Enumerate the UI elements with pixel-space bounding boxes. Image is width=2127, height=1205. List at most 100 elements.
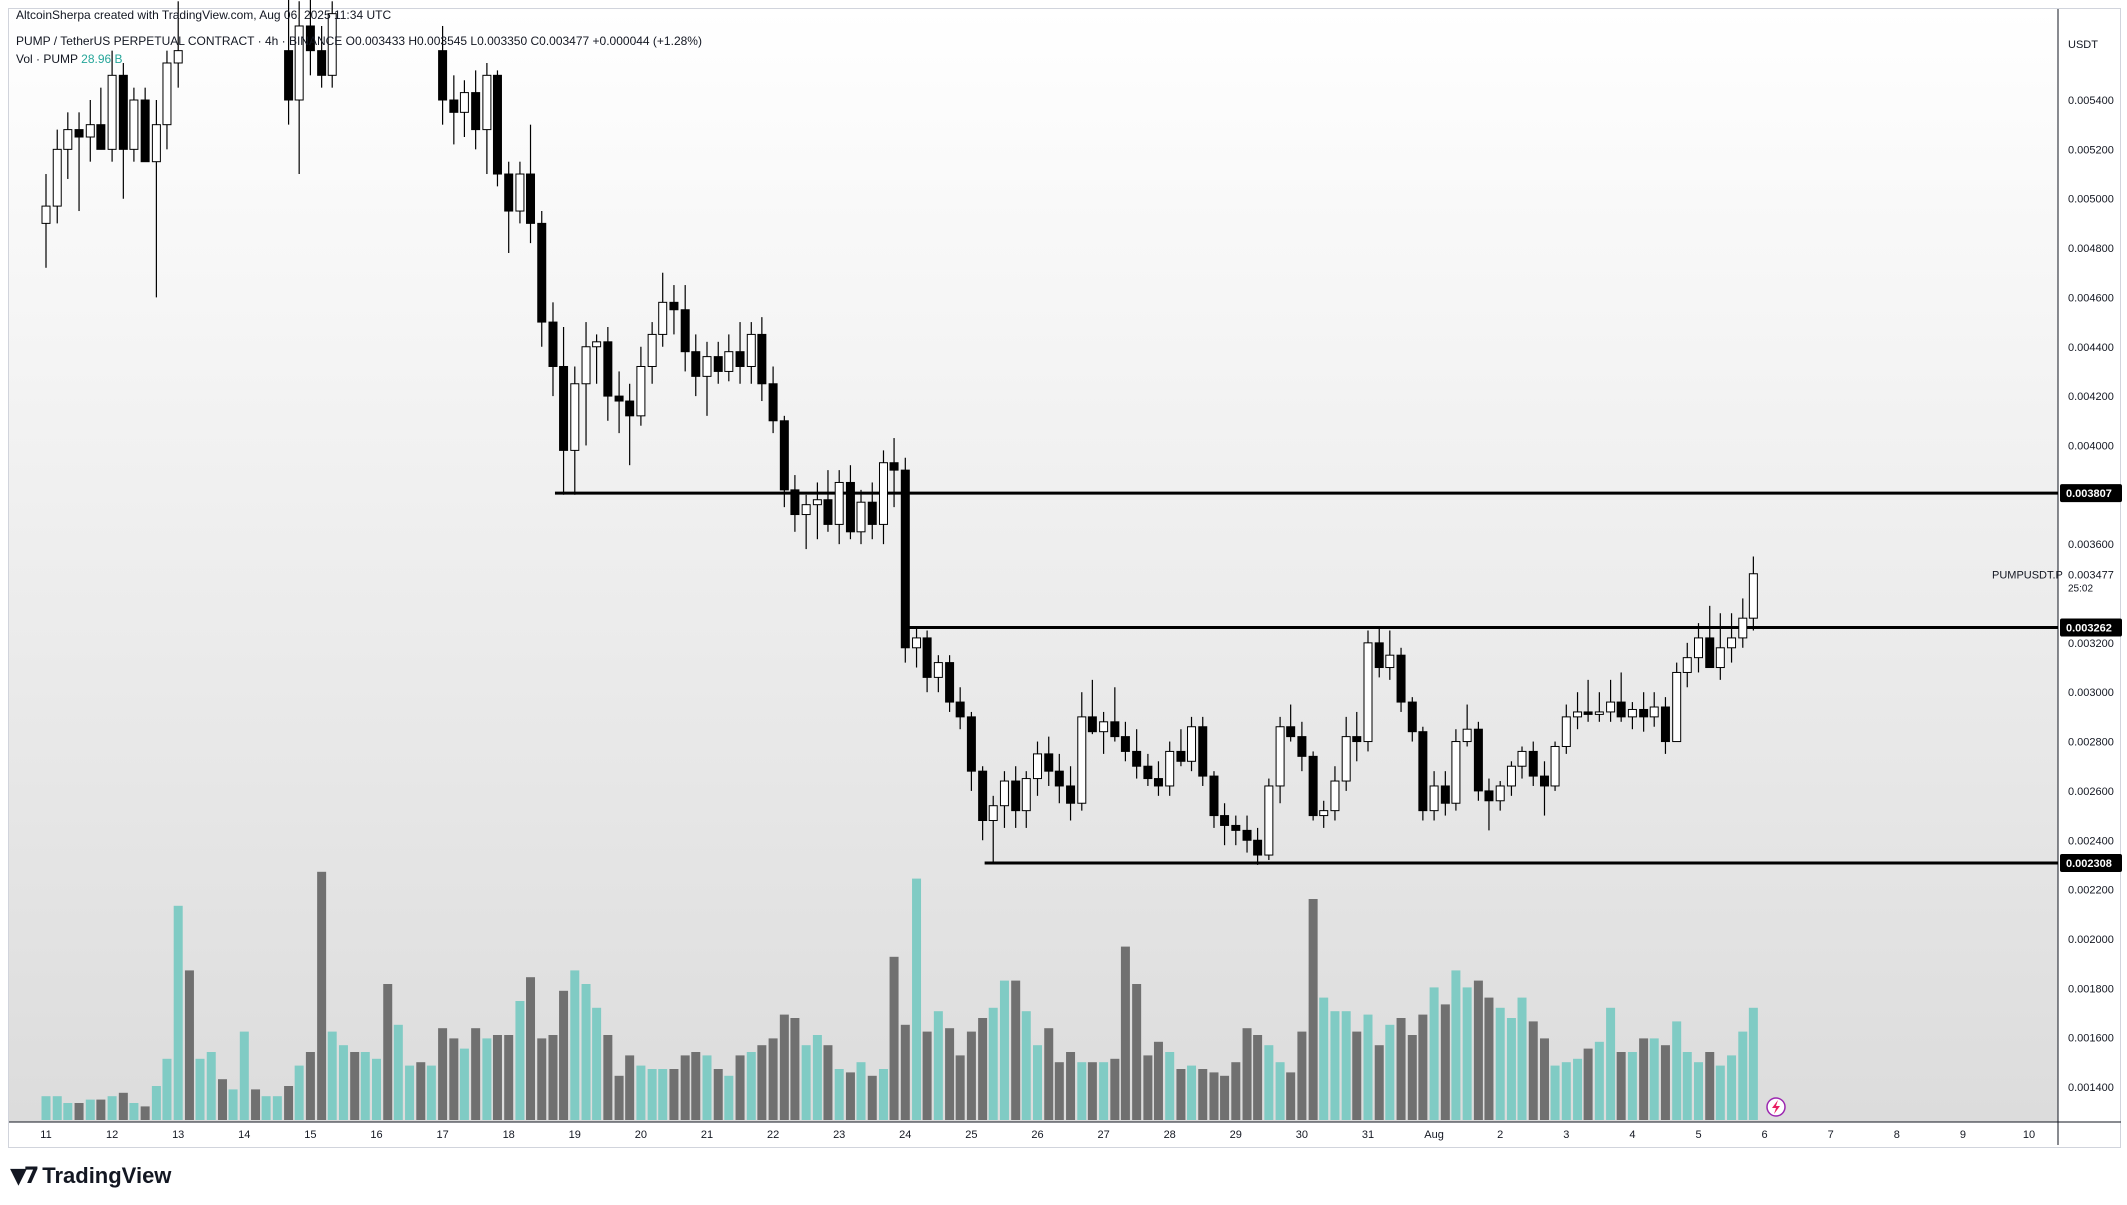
volume-bar [647,1069,657,1120]
symbol-header[interactable]: PUMP / TetherUS PERPETUAL CONTRACT · 4h … [16,34,702,48]
candle-body [173,50,183,64]
volume-bar [261,1096,271,1120]
volume-bar [239,1031,249,1120]
candle-body [1054,770,1064,787]
time-tick-label: 3 [1563,1129,1569,1141]
volume-bar [1694,1062,1703,1120]
price-chart[interactable]: 0.003807 0.003262 0.002308 0.005400 0.005200… [0,0,2127,1150]
lightning-icon[interactable] [1766,1097,1786,1117]
candle-body [1209,775,1219,817]
volume-bar [1308,899,1318,1120]
price-axis[interactable]: 0.003807 0.003262 0.002308 0.005400 0.005200… [2060,95,2122,1094]
price-tick-label: 0.003000 [2068,687,2114,699]
candle-body [1330,780,1340,812]
volume-bar [1727,1055,1737,1120]
candle-body [812,499,822,506]
time-tick-label: 15 [304,1129,316,1141]
plot-background [9,9,2058,1122]
volume-bar [955,1055,965,1120]
candle-body [327,13,337,76]
volume-bar [393,1024,403,1120]
volume-bar [1165,1052,1175,1120]
level-price-label: 0.002308 [2066,858,2112,870]
volume-bar [1594,1041,1604,1120]
candle-body [1374,642,1384,669]
candle-body [1583,711,1593,715]
volume-legend[interactable]: Vol · PUMP 28.96 B [16,52,123,66]
candle-body [1418,731,1428,812]
volume-bar [1132,984,1142,1120]
volume-bar [1495,1007,1505,1120]
candle-body [305,25,315,52]
candle-body [1727,637,1737,649]
candle-body [559,365,569,451]
candle-body [647,333,657,367]
level-price-tag [2060,484,2122,503]
volume-bar [1099,1062,1109,1120]
volume-bar [669,1069,679,1120]
volume-bar [757,1045,767,1120]
time-tick-label: 2 [1497,1129,1503,1141]
volume-bar [1649,1038,1659,1120]
volume-bar [1330,1011,1340,1120]
candle-body [1021,778,1031,812]
candle-body [1462,728,1472,743]
symbol-line[interactable]: PUMP / TetherUS PERPETUAL CONTRACT · 4h … [16,34,343,48]
volume-bar [1286,1072,1296,1120]
volume-bar [768,1038,778,1120]
volume-bar [1044,1028,1054,1120]
candle-body [779,420,789,491]
candle-body [1573,711,1583,718]
time-tick-label: 14 [238,1129,250,1141]
price-axis-unit[interactable]: USDT [2068,39,2098,51]
candle-body [1705,637,1715,669]
candle-body [1451,741,1461,804]
volume-bar [1385,1024,1395,1120]
candle-body [1363,642,1373,743]
volume-bar [999,980,1009,1120]
candle-body [945,662,955,703]
time-tick-label: 26 [1031,1129,1043,1141]
level-price-label: 0.003262 [2066,623,2112,635]
candle-body [1286,726,1296,738]
candle-body [724,351,734,372]
time-axis[interactable]: 11 12 13 14 15 16 17 18 19 20 21 22 23 24 25 26 27 28 29 30… [40,1129,2035,1141]
candle-body [1672,671,1682,743]
candle-body [900,469,910,649]
candle-body [746,333,756,367]
price-tick-label: 0.004600 [2068,292,2114,304]
volume-bar [1220,1075,1230,1120]
volume-bar [1429,987,1439,1120]
volume-bar [118,1092,128,1120]
volume-bar [1672,1021,1682,1120]
candle-body [1539,775,1549,787]
volume-bar [1352,1031,1362,1120]
candle-body [867,501,877,525]
volume-bar [746,1052,756,1120]
volume-bar [1209,1072,1219,1120]
volume-bar [1705,1052,1715,1120]
candle-body [1153,778,1163,787]
price-tick-label: 0.005000 [2068,194,2114,206]
price-tick-label: 0.002000 [2068,934,2114,946]
volume-bar [592,1007,602,1120]
time-tick-label: 27 [1097,1129,1109,1141]
candle-body [1396,654,1406,703]
volume-bar [1363,1014,1373,1120]
volume-value: 28.96 B [81,52,123,66]
volume-bar [1374,1045,1384,1120]
volume-bar [1054,1062,1064,1120]
time-tick-label: 6 [1762,1129,1768,1141]
candle-body [1087,716,1097,733]
candle-body [1319,810,1329,817]
volume-bar [1187,1065,1197,1120]
volume-bar [1176,1069,1186,1120]
candle-body [1594,711,1604,715]
volume-bar [1528,1021,1538,1120]
volume-bar [933,1011,943,1120]
volume-bar [1341,1011,1351,1120]
tradingview-logo[interactable]: ▼7 TradingView [10,1160,171,1192]
price-tick-label: 0.005200 [2068,144,2114,156]
candle-body [449,99,459,113]
candle-body [1033,753,1042,780]
